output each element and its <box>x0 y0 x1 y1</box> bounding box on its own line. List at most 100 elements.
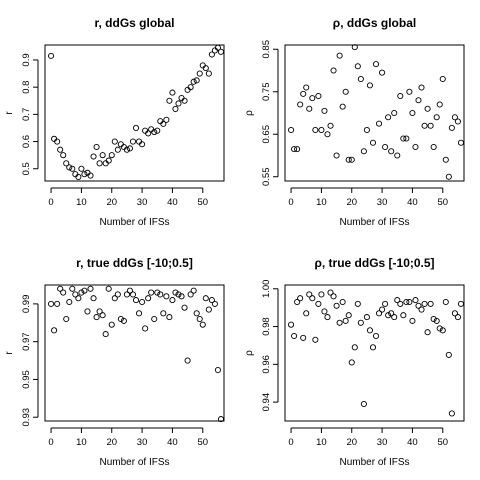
data-point <box>306 105 313 112</box>
data-point <box>72 291 79 298</box>
data-point <box>321 308 328 315</box>
data-point <box>324 314 331 321</box>
data-point <box>93 314 100 321</box>
data-point <box>327 289 334 296</box>
data-point <box>81 171 88 178</box>
data-point <box>178 293 185 300</box>
x-tick-label: 50 <box>437 437 448 448</box>
data-point <box>312 126 319 134</box>
y-tick-label: 0.6 <box>21 135 32 148</box>
data-point <box>205 70 212 77</box>
data-point <box>205 306 212 313</box>
data-point <box>123 291 130 298</box>
data-point <box>382 143 389 151</box>
data-point <box>93 143 100 151</box>
data-point <box>190 287 197 294</box>
data-point <box>403 135 410 142</box>
y-axis-label: ρ <box>244 110 255 116</box>
data-point <box>418 306 425 313</box>
data-point <box>385 114 392 121</box>
data-point <box>48 300 55 307</box>
data-point <box>454 314 461 321</box>
x-tick-label: 0 <box>288 197 293 208</box>
data-point <box>105 285 112 292</box>
data-point <box>111 295 118 302</box>
data-point <box>163 293 170 300</box>
data-point <box>369 344 377 351</box>
data-point <box>202 295 209 302</box>
panel-title: ρ, ddGs global <box>333 16 416 30</box>
panel-1: r, ddGs global 0 10 20 30 40 50 0.5 0.6 0.7 0.8 0.9… <box>4 16 225 228</box>
y-tick-label: 0.94 <box>261 393 272 412</box>
plot-frame <box>44 284 225 422</box>
data-point <box>132 124 140 132</box>
data-point <box>336 52 343 59</box>
x-tick-label: 20 <box>106 437 117 448</box>
data-point <box>184 357 191 364</box>
data-point <box>394 297 401 304</box>
x-tick-label: 50 <box>197 197 208 208</box>
data-point <box>321 107 328 114</box>
data-point <box>202 65 209 72</box>
data-point <box>427 122 434 129</box>
data-point <box>318 126 325 134</box>
data-point <box>172 105 179 112</box>
data-point <box>126 145 133 152</box>
data-point <box>433 114 440 121</box>
x-tick-label: 20 <box>346 437 357 448</box>
data-point <box>333 152 340 159</box>
data-point <box>406 88 413 95</box>
x-tick-label: 0 <box>288 437 293 448</box>
y-axis-label: r <box>4 351 15 355</box>
data-point <box>391 314 398 321</box>
data-point <box>163 116 170 123</box>
data-point <box>99 312 106 319</box>
data-point <box>288 126 295 134</box>
data-point <box>400 135 407 142</box>
y-tick-label: 0.5 <box>21 162 32 175</box>
data-point <box>99 152 106 159</box>
data-point <box>151 315 158 323</box>
x-tick-label: 30 <box>137 437 148 448</box>
data-point <box>78 165 85 172</box>
x-tick-label: 20 <box>346 197 357 208</box>
x-tick-label: 0 <box>48 197 53 208</box>
data-point <box>126 287 133 294</box>
data-point <box>412 297 419 304</box>
data-point <box>217 416 225 423</box>
y-tick-label: 0.85 <box>261 40 272 59</box>
data-point <box>442 298 449 306</box>
data-point <box>154 289 161 296</box>
data-point <box>360 148 367 155</box>
data-point <box>199 321 206 328</box>
data-point <box>354 63 361 70</box>
data-point <box>187 84 194 91</box>
x-tick-label: 50 <box>197 437 208 448</box>
data-point <box>175 291 182 298</box>
data-point <box>208 297 215 304</box>
data-point <box>190 78 197 85</box>
data-point <box>87 172 94 179</box>
data-point <box>63 160 70 167</box>
y-tick-label: 0.96 <box>261 355 272 374</box>
data-point <box>433 317 440 324</box>
data-point <box>345 156 352 163</box>
data-point <box>318 291 325 298</box>
data-point <box>181 97 188 104</box>
data-point <box>193 310 200 317</box>
data-point <box>145 295 152 302</box>
data-point <box>142 325 149 332</box>
data-point <box>57 285 64 292</box>
data-point <box>51 327 58 334</box>
y-axis-label: ρ <box>244 350 255 356</box>
data-point <box>114 291 121 298</box>
data-point <box>309 295 316 302</box>
data-point <box>154 127 161 134</box>
data-point <box>351 344 358 351</box>
data-point <box>421 300 428 307</box>
data-point <box>157 291 164 298</box>
data-point <box>148 289 155 296</box>
data-point <box>376 310 383 317</box>
data-point <box>379 306 386 313</box>
